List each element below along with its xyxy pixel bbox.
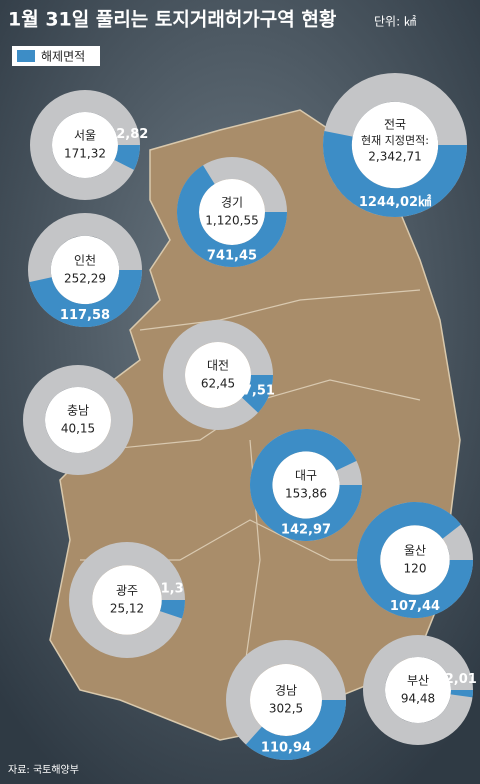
total-label: 302,5	[269, 702, 303, 716]
caption: 현재 지정면적:	[361, 134, 429, 147]
region-name: 부산	[407, 674, 429, 688]
donut-hole	[185, 342, 251, 408]
value-label: 1,3	[161, 582, 184, 597]
value-label: 110,94	[261, 741, 311, 756]
source: 자료: 국토해양부	[8, 763, 79, 776]
region-name: 대구	[295, 469, 317, 483]
value-label: 107,44	[390, 599, 440, 614]
value-label: 1244,02㎢	[359, 194, 431, 210]
region-name: 대전	[207, 359, 229, 373]
released-arc	[250, 429, 362, 542]
released-arc	[323, 131, 467, 217]
released-arc	[245, 700, 346, 761]
region-name: 광주	[116, 584, 138, 598]
donut-hole	[250, 664, 322, 736]
title: 1월 31일 풀리는 토지거래허가구역 현황	[8, 8, 337, 31]
donut-hole	[351, 101, 439, 189]
legend-label: 해제면적	[41, 50, 85, 64]
total-label: 2,342,71	[368, 150, 421, 164]
total-label: 94,48	[401, 692, 435, 706]
region-name: 서울	[74, 129, 96, 143]
region-name: 전국	[384, 118, 406, 132]
released-arc	[176, 165, 287, 267]
donut-hole	[380, 525, 450, 595]
total-label: 171,32	[64, 147, 106, 161]
region-name: 인천	[74, 253, 96, 268]
ring	[23, 365, 133, 475]
released-arc	[357, 502, 473, 619]
total-label: 62,45	[201, 377, 235, 391]
value-label: 117,58	[60, 308, 110, 323]
region-name: 울산	[404, 544, 426, 558]
donut-hole	[50, 235, 120, 305]
value-label: 7,51	[243, 384, 275, 399]
total-label: 40,15	[61, 422, 95, 436]
donut-hole	[272, 451, 340, 519]
donut-hole	[45, 387, 111, 453]
donut-hole	[385, 657, 451, 723]
released-arc	[450, 690, 473, 698]
released-arc	[29, 270, 142, 328]
released-arc	[114, 145, 140, 170]
total-label: 25,12	[110, 602, 144, 616]
total-label: 153,86	[285, 487, 327, 501]
donut-hole	[92, 565, 162, 635]
total-label: 120	[404, 562, 427, 576]
legend-swatch	[17, 50, 35, 62]
value-label: 741,45	[207, 249, 257, 264]
value-label: 12,82	[107, 127, 148, 142]
value-label: 142,97	[281, 522, 331, 537]
released-arc	[242, 375, 273, 413]
region-name: 경남	[275, 684, 297, 698]
released-arc	[159, 600, 185, 619]
value-label: 2,01	[445, 672, 477, 687]
donut-hole	[199, 179, 265, 245]
total-label: 1,120,55	[205, 214, 258, 228]
unit: 단위: ㎢	[374, 15, 416, 29]
total-label: 252,29	[64, 272, 106, 286]
donut-hole	[52, 112, 118, 178]
region-name: 충남	[67, 404, 89, 418]
region-name: 경기	[221, 196, 243, 210]
